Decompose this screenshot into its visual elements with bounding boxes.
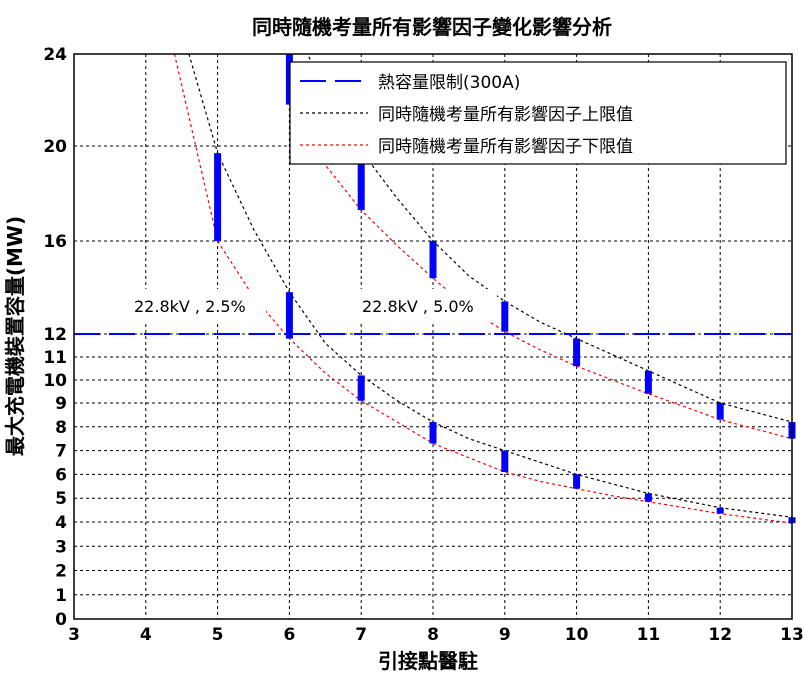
sample-cluster	[716, 507, 724, 514]
chart-title: 同時隨機考量所有影響因子變化影響分析	[252, 15, 612, 39]
y-tick-label: 10	[43, 371, 67, 391]
x-tick-label: 13	[780, 625, 804, 645]
sample-cluster	[501, 450, 509, 473]
y-tick-label: 3	[55, 537, 67, 557]
x-axis-label: 引接點醫駐	[378, 649, 478, 673]
legend-label-upper: 同時隨機考量所有影響因子上限值	[378, 105, 633, 125]
x-tick-label: 6	[283, 625, 295, 645]
series-layer	[173, 54, 792, 524]
y-tick-label: 12	[43, 325, 67, 345]
y-tick-label: 16	[43, 232, 67, 252]
sample-cluster	[644, 493, 652, 502]
lower-bound-line-3	[288, 104, 792, 440]
y-tick-label: 6	[55, 465, 67, 485]
annotation-2-5: 22.8kV , 2.5%	[124, 289, 266, 321]
y-tick-label: 5	[55, 489, 67, 509]
y-tick-label: 20	[43, 137, 67, 157]
x-tick-label: 12	[708, 625, 732, 645]
sample-cluster	[573, 338, 581, 367]
x-tick-label: 4	[140, 625, 152, 645]
sample-cluster	[429, 241, 437, 279]
y-tick-label: 0	[55, 610, 67, 630]
annotation-label: 22.8kV , 2.5%	[134, 297, 246, 316]
legend-box	[289, 61, 787, 165]
x-tick-label: 5	[212, 625, 224, 645]
x-tick-label: 11	[637, 625, 661, 645]
sample-cluster	[501, 301, 509, 332]
sample-cluster	[285, 292, 293, 339]
sample-cluster	[573, 474, 581, 489]
sample-cluster	[644, 370, 652, 394]
plot-frame	[73, 53, 793, 620]
y-tick-label: 24	[43, 45, 67, 65]
legend-label-lower: 同時隨機考量所有影響因子下限值	[378, 137, 633, 157]
y-tick-label: 8	[55, 418, 67, 438]
x-tick-label: 9	[499, 625, 511, 645]
sample-cluster	[214, 153, 222, 241]
x-tick-label: 10	[565, 625, 589, 645]
y-tick-label: 9	[55, 394, 67, 414]
x-tick-label: 3	[68, 625, 80, 645]
y-tick-label: 7	[55, 442, 67, 462]
y-tick-label: 4	[55, 513, 67, 533]
x-tick-label: 7	[355, 625, 367, 645]
y-tick-label: 1	[55, 586, 67, 606]
y-axis-label: 最大充電機裝置容量(MW)	[3, 216, 27, 456]
sample-cluster	[716, 403, 724, 420]
lower-bound-line-1	[173, 54, 792, 524]
annotation-5-0: 22.8kV , 5.0%	[355, 289, 497, 321]
sample-cluster	[357, 150, 365, 211]
legend: 熱容量限制(300A) 同時隨機考量所有影響因子上限值 同時隨機考量所有影響因子…	[289, 61, 787, 165]
sample-cluster	[357, 375, 365, 401]
upper-bound-line-0	[188, 54, 792, 518]
sample-cluster	[429, 422, 437, 444]
annotation-label: 22.8kV , 5.0%	[362, 297, 474, 316]
legend-label-thermal: 熱容量限制(300A)	[378, 73, 520, 93]
x-tick-label: 8	[427, 625, 439, 645]
upper-bound-line-2	[306, 54, 792, 423]
y-tick-label: 11	[43, 348, 67, 368]
y-tick-label: 2	[55, 562, 67, 582]
